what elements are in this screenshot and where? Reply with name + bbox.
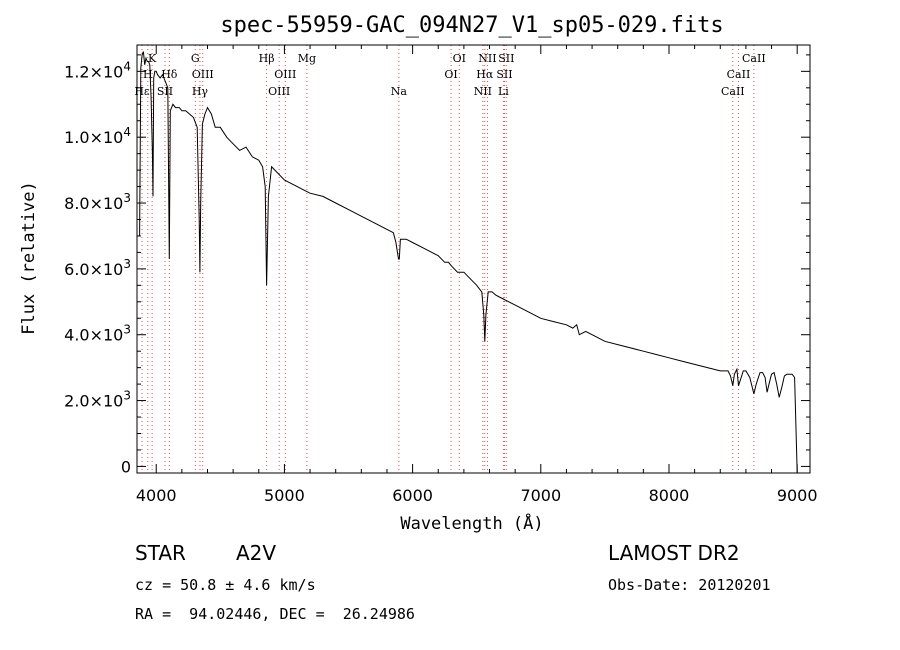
x-tick-label: 9000 bbox=[777, 486, 818, 505]
spectral-line-label-9: Hβ bbox=[259, 52, 275, 65]
spectrum-series-line bbox=[139, 51, 798, 474]
chart-title: spec-55959-GAC_094N27_V1_sp05-029.fits bbox=[220, 13, 723, 38]
spectral-line-label-10: OIII bbox=[268, 85, 290, 98]
spectral-line-label-23: CaII bbox=[727, 68, 751, 81]
x-tick-label: 8000 bbox=[649, 486, 690, 505]
spectral-line-label-2: H bbox=[143, 68, 153, 81]
y-tick-label: 0 bbox=[121, 457, 131, 476]
x-tick-label: 6000 bbox=[392, 486, 433, 505]
plot-axes: 4000 5000 6000 7000 8000 9000 0 2.0×103 4.0×103 6… bbox=[64, 44, 818, 505]
spectral-line-label-13: Na bbox=[391, 85, 408, 98]
x-axis-label: Wavelength (Å) bbox=[400, 512, 543, 534]
spectral-line-label-17: Hα bbox=[476, 68, 494, 81]
spectral-line-label-12: Mg bbox=[298, 52, 316, 65]
object-class: STAR bbox=[135, 541, 186, 565]
spectral-line-label-6: Hγ bbox=[192, 85, 209, 98]
spectral-line-label-7: G bbox=[191, 52, 200, 65]
observation-date: Obs-Date: 20120201 bbox=[608, 576, 771, 594]
x-tick-label: 7000 bbox=[520, 486, 561, 505]
spectral-line-label-8: OIII bbox=[192, 68, 214, 81]
y-tick-label: 1.2×104 bbox=[64, 59, 131, 81]
spectral-line-markers bbox=[141, 45, 755, 473]
spectral-line-label-5: SII bbox=[157, 85, 173, 98]
survey-name: LAMOST DR2 bbox=[608, 541, 740, 565]
spectral-line-label-18: NII bbox=[478, 52, 496, 65]
redshift-cz: cz = 50.8 ± 4.6 km/s bbox=[135, 576, 316, 594]
x-tick-label: 5000 bbox=[264, 486, 305, 505]
y-tick-label: 2.0×103 bbox=[64, 389, 131, 411]
spectral-line-label-22: CaII bbox=[721, 85, 745, 98]
spectral-line-label-19: Li bbox=[498, 85, 509, 98]
object-subclass: A2V bbox=[236, 541, 277, 565]
spectral-line-label-24: CaII bbox=[742, 52, 766, 65]
plot-frame bbox=[136, 44, 811, 474]
spectral-line-label-14: OI bbox=[444, 68, 457, 81]
spectral-line-label-15: OI bbox=[453, 52, 466, 65]
spectral-line-label-3: K bbox=[148, 52, 157, 65]
ra-dec: RA = 94.02446, DEC = 26.24986 bbox=[135, 605, 415, 623]
y-tick-label: 6.0×103 bbox=[64, 257, 131, 279]
spectral-line-label-21: SII bbox=[498, 52, 514, 65]
y-axis-label: Flux (relative) bbox=[19, 181, 39, 335]
spectral-line-label-4: Hδ bbox=[161, 68, 178, 81]
y-tick-label: 1.0×104 bbox=[64, 125, 131, 147]
spectral-line-label-11: OIII bbox=[274, 68, 296, 81]
y-tick-label: 8.0×103 bbox=[64, 191, 131, 213]
x-tick-label: 4000 bbox=[136, 486, 177, 505]
spectral-line-label-20: SII bbox=[496, 68, 512, 81]
spectral-line-label-16: NII bbox=[474, 85, 492, 98]
y-tick-label: 4.0×103 bbox=[64, 323, 131, 345]
